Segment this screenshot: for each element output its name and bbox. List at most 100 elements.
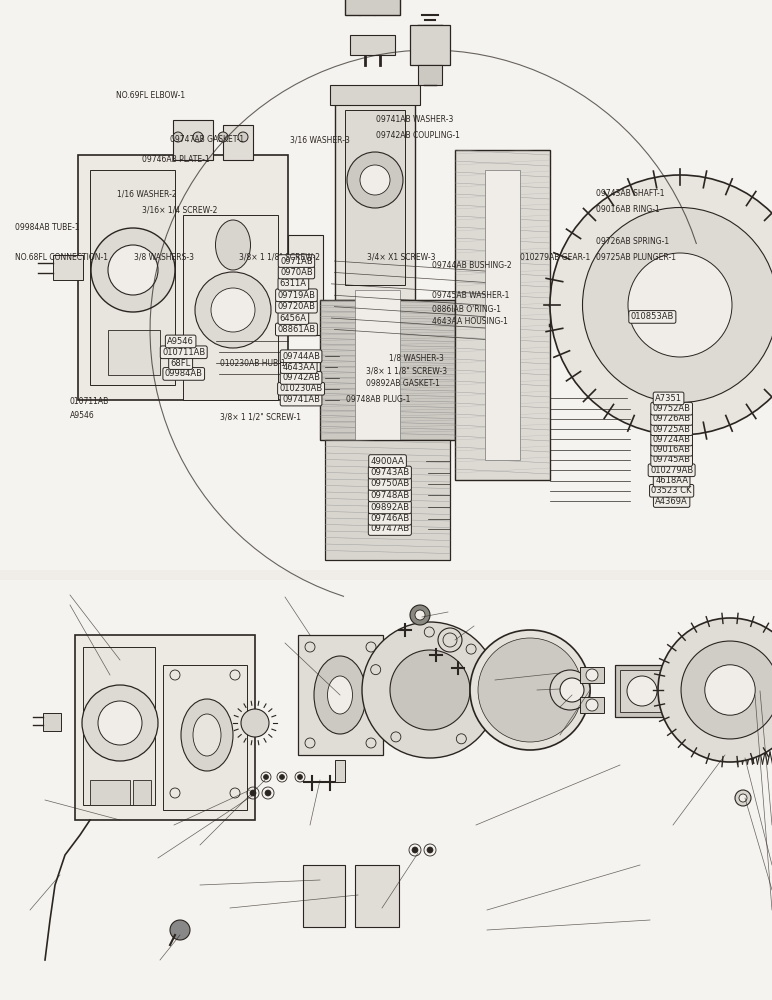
Bar (320, 300, 455, 440)
Text: 09750AB: 09750AB (371, 479, 409, 488)
Text: A9546: A9546 (69, 410, 94, 420)
Text: 09741AB: 09741AB (282, 395, 320, 404)
Text: 09892AB: 09892AB (371, 503, 409, 512)
Text: 09725AB PLUNGER-1: 09725AB PLUNGER-1 (596, 252, 676, 261)
Circle shape (415, 610, 425, 620)
Circle shape (250, 790, 256, 796)
Bar (355, 290, 400, 450)
Text: 09984AB TUBE-1: 09984AB TUBE-1 (15, 224, 80, 232)
Text: 09720AB: 09720AB (277, 302, 316, 311)
Text: 68FL: 68FL (171, 359, 191, 368)
Text: 3/8× 1 1/2" SCREW-1: 3/8× 1 1/2" SCREW-1 (220, 412, 301, 422)
Text: 09744AB: 09744AB (282, 352, 320, 361)
Text: 010711AB: 010711AB (69, 397, 109, 406)
Circle shape (170, 920, 190, 940)
Text: 4643AA: 4643AA (283, 363, 315, 372)
Bar (183, 215, 278, 400)
Bar (173, 120, 213, 160)
Bar (335, 760, 345, 782)
Text: 4618AA: 4618AA (655, 476, 688, 485)
Circle shape (470, 630, 590, 750)
Ellipse shape (215, 220, 250, 270)
Bar (0, 580, 772, 1000)
Text: 09726AB SPRING-1: 09726AB SPRING-1 (596, 236, 669, 245)
Text: 09726AB: 09726AB (652, 414, 691, 423)
Circle shape (98, 701, 142, 745)
Text: NO.68FL CONNECTION-1: NO.68FL CONNECTION-1 (15, 252, 108, 261)
Circle shape (241, 709, 269, 737)
Bar (163, 665, 247, 810)
Bar (345, 110, 405, 285)
Text: 010711AB: 010711AB (162, 348, 205, 357)
Circle shape (427, 847, 433, 853)
Circle shape (560, 678, 584, 702)
Circle shape (390, 650, 470, 730)
Circle shape (658, 618, 772, 762)
Text: 4643AA HOUSING-1: 4643AA HOUSING-1 (432, 318, 508, 326)
Text: 09984AB: 09984AB (164, 369, 203, 378)
Circle shape (627, 676, 657, 706)
Circle shape (91, 228, 175, 312)
Text: 03523 CK: 03523 CK (652, 486, 692, 495)
Circle shape (550, 175, 772, 435)
Text: 010230AB HUB-1: 010230AB HUB-1 (220, 359, 286, 367)
Text: 09892AB GASKET-1: 09892AB GASKET-1 (366, 379, 440, 388)
Text: 09742AB: 09742AB (282, 373, 320, 382)
Bar (695, 683, 760, 699)
Text: 09748AB PLUG-1: 09748AB PLUG-1 (346, 394, 410, 403)
Circle shape (583, 208, 772, 402)
Text: 09746AB PLATE-1: 09746AB PLATE-1 (142, 155, 210, 164)
Bar (418, 65, 442, 85)
Text: 010279AB: 010279AB (650, 466, 693, 475)
Text: 1/8 WASHER-3: 1/8 WASHER-3 (389, 354, 444, 362)
Circle shape (681, 641, 772, 739)
Circle shape (586, 699, 598, 711)
Text: A9546: A9546 (168, 337, 194, 346)
Text: 4900AA: 4900AA (371, 457, 405, 466)
Bar (133, 780, 151, 805)
Text: A7351: A7351 (655, 394, 682, 403)
Circle shape (412, 847, 418, 853)
Text: 09719AB: 09719AB (277, 291, 316, 300)
Bar (355, 865, 399, 927)
Text: 08861AB: 08861AB (277, 325, 316, 334)
Text: 1/16 WASHER-2: 1/16 WASHER-2 (117, 190, 176, 198)
Bar (75, 635, 255, 820)
Bar (325, 440, 450, 560)
Text: A4369A: A4369A (655, 497, 688, 506)
Circle shape (360, 165, 390, 195)
Circle shape (108, 245, 158, 295)
Circle shape (279, 774, 285, 780)
Text: 09743AB: 09743AB (371, 468, 409, 477)
Text: 6311A: 6311A (280, 279, 306, 288)
Circle shape (297, 774, 303, 780)
Circle shape (410, 605, 430, 625)
Circle shape (211, 288, 255, 332)
Circle shape (173, 132, 183, 142)
Text: 09742AB COUPLING-1: 09742AB COUPLING-1 (376, 130, 460, 139)
Text: 09747AB GASKET-1: 09747AB GASKET-1 (170, 135, 244, 144)
Bar (303, 865, 345, 927)
Bar (410, 25, 450, 65)
Circle shape (265, 790, 271, 796)
Text: 09745AB WASHER-1: 09745AB WASHER-1 (432, 292, 510, 300)
Circle shape (238, 132, 248, 142)
Bar (620, 670, 665, 712)
Bar (345, 0, 400, 15)
Text: 3/8 WASHERS-3: 3/8 WASHERS-3 (134, 252, 195, 261)
Text: 09743AB SHAFT-1: 09743AB SHAFT-1 (596, 190, 665, 198)
Circle shape (705, 665, 755, 715)
Bar (53, 255, 83, 280)
Text: 6456A: 6456A (280, 314, 306, 323)
Text: 09725AB: 09725AB (652, 425, 691, 434)
Bar (615, 665, 670, 717)
Bar (580, 667, 604, 683)
Ellipse shape (181, 699, 233, 771)
Text: 09724AB: 09724AB (652, 435, 691, 444)
Text: 0886IAB O'RING-1: 0886IAB O'RING-1 (432, 304, 501, 314)
Bar (455, 150, 550, 480)
Circle shape (735, 790, 751, 806)
Text: 3/8× 1 1/8" SCREW-3: 3/8× 1 1/8" SCREW-3 (366, 366, 447, 375)
Text: 09746AB: 09746AB (371, 514, 409, 523)
Bar (90, 170, 175, 385)
